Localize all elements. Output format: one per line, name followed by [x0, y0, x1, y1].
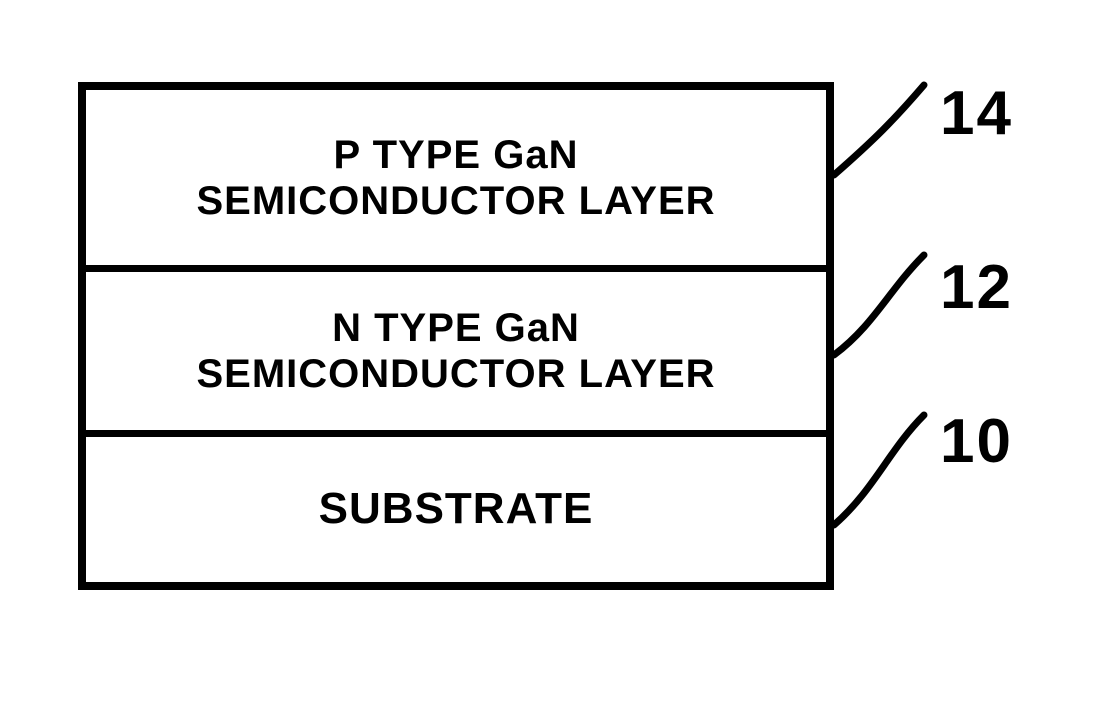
layer-stack: P TYPE GaN SEMICONDUCTOR LAYER N TYPE Ga… — [78, 82, 834, 590]
layer-text-line2: SEMICONDUCTOR LAYER — [196, 352, 715, 396]
ref-label-14: 14 — [940, 78, 1013, 149]
layer-text-line1: N TYPE GaN — [332, 306, 580, 350]
leader-10 — [834, 410, 934, 540]
layer-text: P TYPE GaN SEMICONDUCTOR LAYER — [196, 132, 715, 224]
ref-label-12: 12 — [940, 252, 1013, 323]
layer-substrate: SUBSTRATE — [86, 430, 826, 582]
layer-text-line2: SEMICONDUCTOR LAYER — [196, 179, 715, 223]
layer-text-line1: SUBSTRATE — [319, 484, 594, 533]
ref-label-10: 10 — [940, 406, 1013, 477]
leader-path-12 — [834, 255, 924, 355]
leader-12 — [834, 250, 934, 370]
layer-text: SUBSTRATE — [319, 484, 594, 535]
leader-path-14 — [834, 85, 924, 175]
layer-text-line1: P TYPE GaN — [334, 133, 579, 177]
layer-p-type-gan: P TYPE GaN SEMICONDUCTOR LAYER — [86, 90, 826, 265]
leader-path-10 — [834, 415, 924, 525]
layer-text: N TYPE GaN SEMICONDUCTOR LAYER — [196, 305, 715, 397]
leader-14 — [834, 80, 934, 190]
layer-n-type-gan: N TYPE GaN SEMICONDUCTOR LAYER — [86, 265, 826, 430]
diagram-canvas: P TYPE GaN SEMICONDUCTOR LAYER N TYPE Ga… — [0, 0, 1108, 724]
